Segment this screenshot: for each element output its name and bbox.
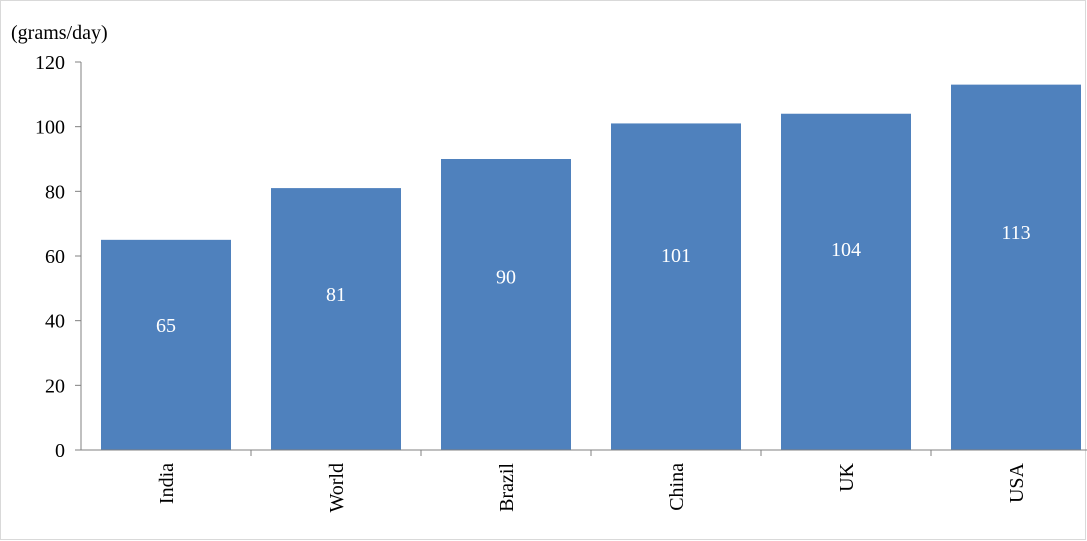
data-labels: 65 81 90 101 104 113 bbox=[156, 222, 1031, 337]
category-labels: India World Brazil China UK USA bbox=[156, 462, 1028, 512]
category-label: UK bbox=[836, 462, 858, 491]
y-tick-label: 60 bbox=[45, 246, 65, 268]
bar-india bbox=[101, 239, 231, 450]
bars bbox=[101, 84, 1081, 450]
y-tick-label: 0 bbox=[55, 440, 65, 462]
y-axis-unit-label: (grams/day) bbox=[11, 22, 108, 44]
bar-usa bbox=[951, 84, 1081, 450]
data-label: 65 bbox=[156, 315, 176, 337]
y-tick-label: 20 bbox=[45, 375, 65, 397]
y-tick-label: 100 bbox=[35, 117, 65, 139]
y-tick-label: 80 bbox=[45, 181, 65, 203]
data-label: 90 bbox=[496, 266, 516, 288]
category-label: Brazil bbox=[496, 463, 518, 512]
data-label: 81 bbox=[326, 284, 346, 306]
category-label: India bbox=[156, 463, 178, 504]
bar-uk bbox=[781, 113, 911, 450]
data-label: 101 bbox=[661, 245, 691, 267]
data-label: 104 bbox=[831, 239, 861, 261]
category-label: China bbox=[666, 463, 688, 511]
category-label: USA bbox=[1006, 462, 1028, 503]
bar-brazil bbox=[441, 159, 571, 450]
axes bbox=[80, 62, 1087, 456]
y-tick-label: 120 bbox=[35, 52, 65, 74]
data-label: 113 bbox=[1001, 222, 1030, 244]
y-axis-ticks: 0 20 40 60 80 100 120 bbox=[35, 52, 81, 462]
category-label: World bbox=[326, 463, 348, 513]
bar-world bbox=[271, 188, 401, 450]
y-tick-label: 40 bbox=[45, 311, 65, 333]
bar-china bbox=[611, 123, 741, 450]
